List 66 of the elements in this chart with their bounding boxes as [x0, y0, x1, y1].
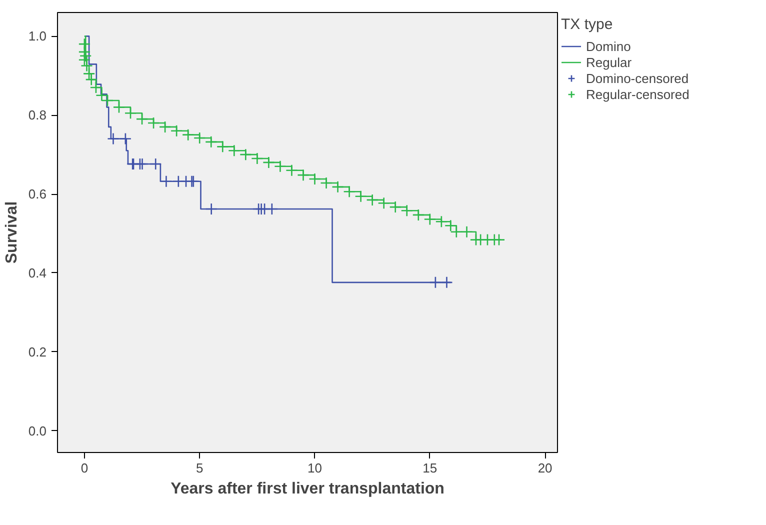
point — [435, 216, 448, 228]
legend-label: Regular-censored — [586, 86, 690, 102]
y-tick-label: 0.0 — [28, 423, 47, 438]
legend-title: TX type — [561, 16, 614, 33]
point — [85, 73, 98, 86]
x-axis-title: Years after first liver transplantation — [170, 480, 444, 498]
point — [460, 226, 473, 238]
point — [343, 186, 356, 198]
point — [366, 194, 378, 206]
point — [80, 60, 93, 72]
x-tick-label: 5 — [196, 460, 204, 476]
y-tick-label: 0.6 — [28, 186, 47, 202]
point — [158, 120, 172, 134]
point — [274, 160, 286, 173]
point — [119, 132, 132, 145]
point — [389, 200, 402, 214]
y-axis-title: Survival — [3, 201, 20, 264]
point — [354, 190, 367, 203]
x-tick-label: 20 — [538, 460, 552, 476]
point — [297, 168, 310, 182]
point — [400, 204, 414, 217]
legend-label: Domino-censored — [586, 70, 689, 86]
point — [262, 156, 275, 169]
legend-label: Domino — [586, 38, 631, 54]
point — [216, 140, 229, 153]
y-tick-label: 0.4 — [28, 265, 47, 280]
point — [266, 202, 278, 216]
point — [136, 158, 148, 170]
point — [444, 219, 457, 232]
point — [424, 213, 436, 226]
point — [308, 172, 321, 186]
point — [78, 54, 91, 66]
legend-label: Regular — [586, 54, 632, 70]
point — [251, 152, 264, 165]
point — [412, 208, 425, 222]
y-tick-label: 0.8 — [28, 108, 47, 123]
point — [182, 128, 194, 141]
point — [286, 164, 298, 176]
point — [82, 68, 96, 80]
point — [149, 158, 162, 170]
x-tick-label: 15 — [422, 460, 438, 476]
point — [228, 144, 240, 157]
point — [107, 132, 120, 145]
x-tick-label: 0 — [80, 460, 88, 476]
point — [136, 112, 148, 126]
point — [204, 136, 218, 148]
y-tick-label: 1.0 — [28, 28, 47, 44]
y-tick-label: 0.2 — [28, 344, 47, 360]
point — [240, 148, 252, 161]
point — [429, 276, 442, 289]
point — [378, 196, 390, 210]
point — [112, 101, 126, 114]
point — [96, 89, 108, 102]
point — [193, 132, 206, 144]
point — [205, 202, 218, 216]
point — [101, 94, 114, 107]
point — [160, 175, 172, 188]
point — [332, 180, 344, 194]
x-tick-label: 10 — [308, 460, 322, 476]
point — [147, 116, 160, 130]
point — [450, 226, 463, 238]
point — [79, 50, 92, 62]
point — [320, 176, 332, 190]
point — [90, 81, 102, 94]
point — [170, 124, 183, 138]
point — [124, 106, 137, 120]
